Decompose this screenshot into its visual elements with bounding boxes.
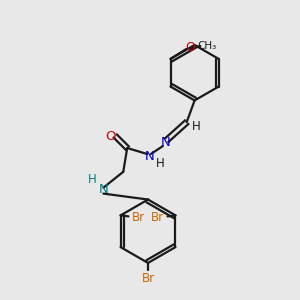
Text: H: H [88, 173, 97, 186]
Text: H: H [192, 120, 201, 133]
Text: Br: Br [151, 211, 164, 224]
Text: H: H [155, 158, 164, 170]
Text: N: N [99, 183, 108, 196]
Text: N: N [145, 150, 155, 164]
Text: N: N [161, 136, 171, 148]
Text: O: O [185, 41, 195, 55]
Text: CH₃: CH₃ [198, 41, 217, 51]
Text: Br: Br [132, 211, 145, 224]
Text: O: O [105, 130, 116, 142]
Text: Br: Br [142, 272, 154, 285]
